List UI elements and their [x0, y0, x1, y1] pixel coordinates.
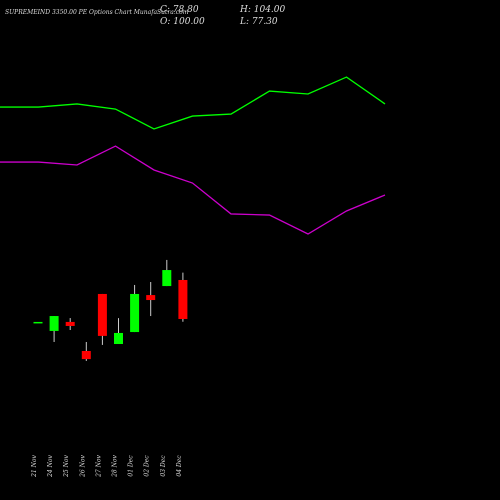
- ohlc-high: H: 104.00: [239, 5, 286, 15]
- candle-body: [65, 321, 75, 326]
- indicator-line: [0, 145, 386, 235]
- candle-body: [97, 293, 107, 336]
- candle-body: [178, 279, 188, 319]
- x-tick-label: 24 Nov: [47, 454, 54, 477]
- candle-body: [49, 316, 59, 331]
- x-tick-label: 28 Nov: [112, 454, 119, 477]
- candle-body: [162, 270, 172, 287]
- chart-title: SUPREMEIND 3350.00 PE Options Chart Muna…: [5, 9, 189, 16]
- x-tick-label: 02 Dec: [144, 455, 151, 477]
- x-tick-label: 25 Nov: [63, 454, 70, 477]
- candle-body: [146, 295, 156, 301]
- x-tick-label: 26 Nov: [79, 454, 86, 477]
- indicator-line: [0, 76, 386, 130]
- x-tick-label: 01 Dec: [128, 455, 135, 477]
- x-tick-label: 21 Nov: [31, 454, 38, 477]
- ohlc-close: C: 78.80: [160, 5, 199, 15]
- x-tick-label: 03 Dec: [160, 455, 167, 477]
- x-tick-label: 04 Dec: [176, 455, 183, 477]
- ohlc-low: L: 77.30: [239, 17, 278, 27]
- x-tick-label: 27 Nov: [95, 454, 102, 477]
- candle-body: [33, 321, 43, 324]
- candle-body: [114, 332, 123, 345]
- candle-body: [81, 350, 91, 360]
- ohlc-open: O: 100.00: [160, 17, 205, 27]
- candle-body: [130, 293, 140, 333]
